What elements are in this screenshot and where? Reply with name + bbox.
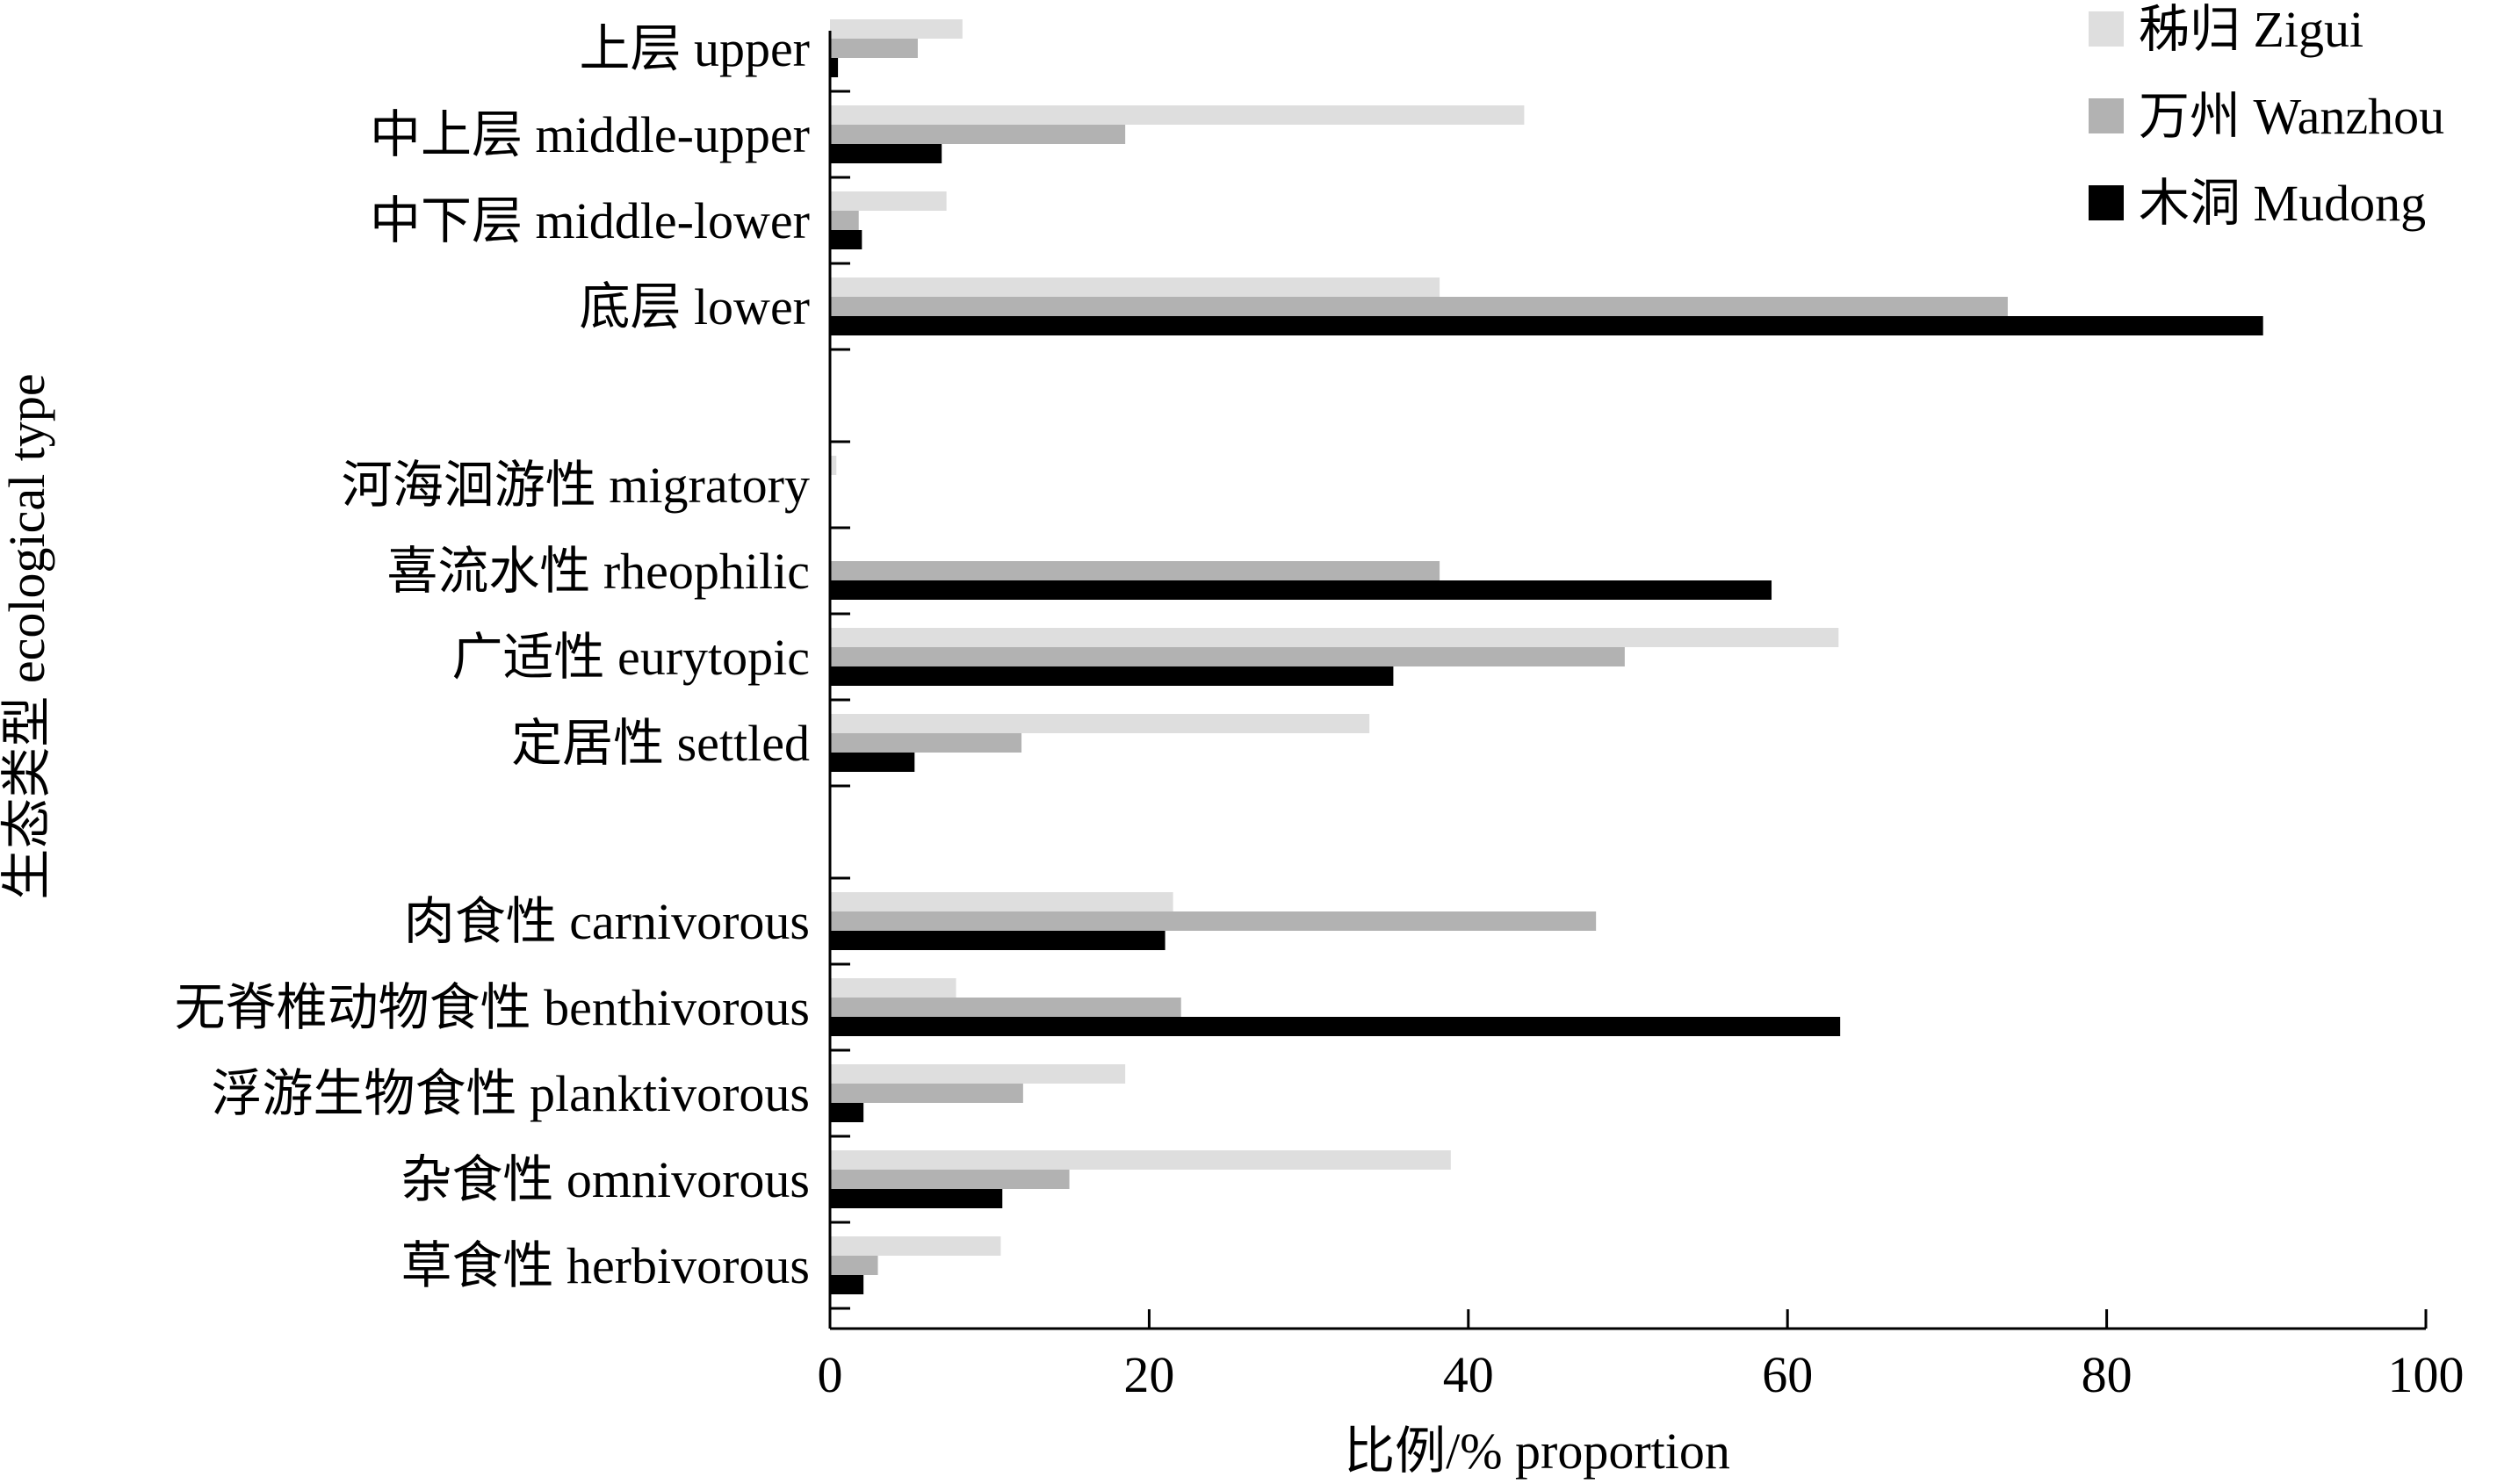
bar-1-series-2 [830,144,942,163]
category-label: 广适性 eurytopic [451,629,810,686]
legend: 秭归 Zigui 万州 Wanzhou 木洞 Mudong [2089,1,2444,232]
category-label: 浮游生物食性 planktivorous [212,1065,810,1122]
bar-5-series-1 [830,561,1440,580]
category-label: 底层 lower [579,278,810,335]
bar-2-series-2 [830,230,862,249]
bar-9-series-2 [830,1017,1841,1036]
x-tick-label: 80 [2082,1346,2133,1403]
bar-11-series-1 [830,1170,1070,1189]
x-axis-title: 比例/% proportion [1344,1423,1730,1480]
category-label: 杂食性 omnivorous [401,1151,810,1208]
bar-0-series-2 [830,58,839,77]
x-tick-label: 0 [818,1346,843,1403]
bar-7-series-2 [830,753,915,772]
category-label: 喜流水性 rheophilic [386,543,810,600]
x-tick-label: 40 [1443,1346,1494,1403]
x-tick-label: 60 [1762,1346,1813,1403]
y-axis-title: 生态类型 ecological type [0,373,55,899]
bar-7-series-0 [830,714,1370,733]
bar-10-series-0 [830,1064,1126,1084]
y-axis-ticks [830,90,850,1310]
bar-4-series-0 [830,456,837,475]
legend-swatch [2089,98,2124,133]
category-label: 上层 upper [579,20,810,77]
bar-7-series-1 [830,733,1022,753]
bar-5-series-2 [830,580,1772,600]
bar-6-series-1 [830,647,1625,666]
category-label: 草食性 herbivorous [401,1237,810,1294]
category-label: 肉食性 carnivorous [404,893,810,950]
legend-label: 万州 Wanzhou [2139,88,2444,145]
bar-0-series-0 [830,19,963,39]
bar-8-series-2 [830,931,1166,950]
category-label: 无脊椎动物食性 benthivorous [175,979,810,1036]
category-labels: 上层 upper 中上层 middle-upper 中下层 middle-lower… [175,20,810,1294]
legend-label: 木洞 Mudong [2139,175,2426,232]
legend-label: 秭归 Zigui [2139,1,2363,58]
x-tick-label: 20 [1123,1346,1174,1403]
bar-1-series-1 [830,125,1126,144]
category-label: 中上层 middle-upper [370,106,810,163]
axes [828,31,2428,1330]
bar-9-series-0 [830,978,956,998]
bar-12-series-1 [830,1256,878,1275]
bar-0-series-1 [830,39,918,58]
bar-11-series-0 [830,1150,1451,1170]
category-label: 中下层 middle-lower [370,192,810,249]
bar-12-series-2 [830,1275,864,1294]
legend-swatch [2089,11,2124,47]
bar-9-series-1 [830,998,1181,1017]
bar-3-series-2 [830,316,2263,335]
legend-swatch [2089,185,2124,220]
bar-1-series-0 [830,105,1525,125]
x-axis-ticks [828,1309,2428,1329]
bar-2-series-0 [830,191,947,211]
bar-10-series-1 [830,1084,1023,1103]
bar-6-series-0 [830,628,1839,647]
x-tick-label: 100 [2388,1346,2465,1403]
category-label: 河海洄游性 migratory [342,457,810,514]
category-label: 定居性 settled [511,715,810,772]
bar-3-series-0 [830,277,1440,297]
bars-layer [830,19,2263,1294]
bar-8-series-1 [830,911,1597,931]
bar-2-series-1 [830,211,859,230]
bar-12-series-0 [830,1236,1001,1256]
bar-3-series-1 [830,297,2008,316]
x-tick-labels: 0 20 40 60 80 100 [818,1346,2465,1403]
bar-6-series-2 [830,666,1394,686]
bar-8-series-0 [830,892,1173,911]
bar-11-series-2 [830,1189,1003,1208]
bar-10-series-2 [830,1103,864,1122]
